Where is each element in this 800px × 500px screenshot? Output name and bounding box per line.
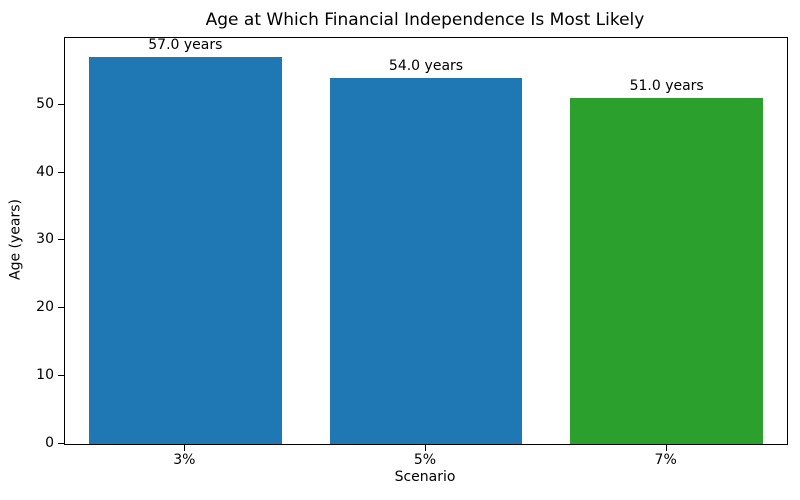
x-tick-mark xyxy=(425,445,426,451)
bar-5% xyxy=(329,77,523,444)
x-tick-mark xyxy=(184,445,186,451)
y-tick-label: 30 xyxy=(36,231,54,248)
y-tick-mark xyxy=(58,103,64,105)
x-tick-label: 5% xyxy=(413,452,437,468)
plot-area: 57.0 years 54.0 years 51.0 years xyxy=(64,37,788,445)
bar-7% xyxy=(570,98,763,444)
x-tick-label: 3% xyxy=(173,452,196,468)
bar-value-label: 57.0 years xyxy=(148,37,223,54)
y-tick-mark xyxy=(58,443,64,444)
x-tick-mark xyxy=(665,445,667,451)
x-axis-label: Scenario xyxy=(394,469,456,485)
bar-3% xyxy=(89,57,282,444)
y-tick-mark xyxy=(58,239,64,241)
y-tick-label: 50 xyxy=(36,95,54,112)
x-tick-label: 7% xyxy=(654,452,677,468)
chart-title: Age at Which Financial Independence Is M… xyxy=(205,10,645,30)
y-tick-mark xyxy=(58,375,64,377)
bar-value-label: 54.0 years xyxy=(388,57,464,74)
y-tick-label: 10 xyxy=(36,367,54,384)
bar-value-label: 51.0 years xyxy=(629,78,704,95)
y-tick-mark xyxy=(58,307,64,309)
y-tick-mark xyxy=(58,171,64,173)
y-tick-label: 20 xyxy=(36,299,54,316)
y-tick-label: 0 xyxy=(45,435,54,451)
y-tick-label: 40 xyxy=(36,163,54,180)
